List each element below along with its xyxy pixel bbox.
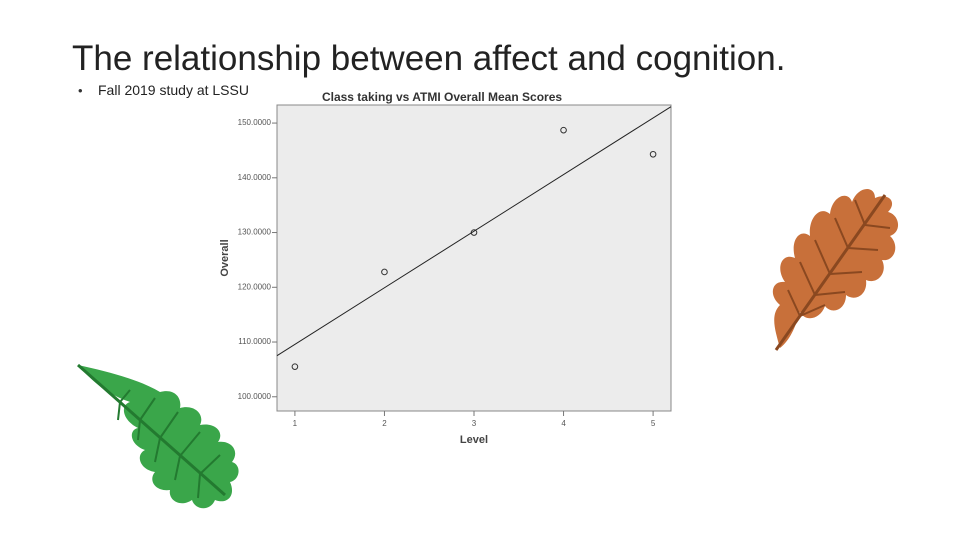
x-tick-label: 1 xyxy=(293,419,298,428)
fit-line xyxy=(276,106,672,357)
bullet-text: Fall 2019 study at LSSU xyxy=(98,82,249,98)
slide-title: The relationship between affect and cogn… xyxy=(72,39,785,78)
green-leaf xyxy=(77,363,239,509)
y-tick-label: 120.0000 xyxy=(238,282,272,291)
y-tick-label: 140.0000 xyxy=(238,173,272,182)
chart-title: Class taking vs ATMI Overall Mean Scores xyxy=(322,90,562,104)
scatter-point xyxy=(649,150,657,158)
y-tick-label: 150.0000 xyxy=(238,118,272,127)
bullet-dot: • xyxy=(78,83,83,98)
plot-area xyxy=(276,104,672,412)
brown-leaf xyxy=(772,189,899,351)
x-tick-label: 3 xyxy=(472,419,477,428)
x-axis-label: Level xyxy=(460,434,488,446)
y-tick-label: 100.0000 xyxy=(238,392,272,401)
x-tick-label: 2 xyxy=(382,419,387,428)
y-axis-label: Overall xyxy=(219,239,231,276)
y-tick-label: 110.0000 xyxy=(238,337,271,346)
scatter-point xyxy=(291,363,299,370)
x-tick-label: 4 xyxy=(561,419,566,428)
x-tick-label: 5 xyxy=(651,419,656,428)
y-tick-label: 130.0000 xyxy=(238,228,272,237)
scatter-point xyxy=(560,126,567,134)
scatter-point xyxy=(381,268,388,276)
